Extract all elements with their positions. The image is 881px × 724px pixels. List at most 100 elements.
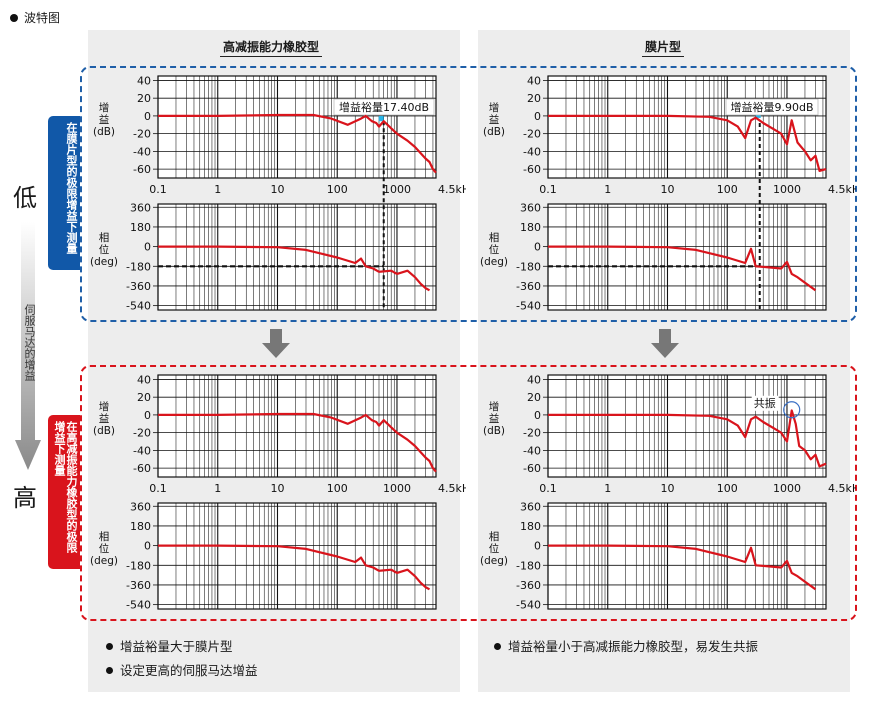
column-title-diaphragm: 膜片型 [642,38,685,57]
x-axis-label: 4.5kHz [438,482,466,495]
x-axis-label: 4.5kHz [828,183,856,196]
phase-tick-label: -180 [126,260,151,273]
phase-tick-label: -540 [126,300,151,313]
phase-tick-label: 0 [144,241,151,254]
phase-tick-label: -360 [516,280,541,293]
bullet-rubber-1: 增益裕量大于膜片型 [106,636,233,655]
gain-axis-label: 增益(dB) [93,400,115,437]
phase-tick-label: 180 [130,520,151,533]
phase-axis-label: 相位(deg) [90,231,118,268]
x-tick-label: 0.1 [149,482,167,495]
gain-tick-label: -60 [523,462,541,475]
phase-plot-frame [547,203,827,311]
gain-tick-label: 40 [137,373,151,386]
down-arrow-diaphragm [651,329,679,358]
gain-tick-label: 0 [144,110,151,123]
phase-tick-label: -360 [126,280,151,293]
bode-chart-rubber-low: 40 20 0 -20 -40 -60 360 180 0 -180 -360 -540 0.1 1 10 1… [90,74,466,313]
resonance-label-bg [751,395,779,411]
gain-margin-callout-box [333,98,435,116]
gain-tick-label: -60 [133,462,151,475]
bode-chart-diaphragm-high: 40 20 0 -20 -40 -60 360 180 0 -180 -360 -540 0.1 1 10 1… [480,373,856,612]
row-frame-low [80,66,857,322]
x-tick-label: 100 [717,482,738,495]
x-tick-label: 1 [214,482,221,495]
down-arrow-rubber [262,329,290,358]
gain-curve [548,114,827,172]
gain-axis-label: 增益(dB) [483,400,505,437]
phase-axis-label: 相位(deg) [90,530,118,567]
gain-tick-label: -40 [523,145,541,158]
phase-tick-label: 360 [520,500,541,513]
x-tick-label: 1 [604,183,611,196]
phase-plot-frame [157,502,437,610]
phase-curve [158,544,431,591]
x-tick-label: 0.1 [539,183,557,196]
gain-tick-label: 20 [137,391,151,404]
gain-tick-label: 20 [137,92,151,105]
x-axis-label: 4.5kHz [828,482,856,495]
gain-tick-label: 0 [144,409,151,422]
x-tick-label: 100 [327,183,348,196]
x-tick-label: 1000 [773,482,801,495]
bode-chart-rubber-high: 40 20 0 -20 -40 -60 360 180 0 -180 -360 -540 0.1 1 10 1… [90,373,466,611]
phase-tick-label: -180 [516,260,541,273]
header: 波特图 [10,9,60,26]
phase-tick-label: 0 [534,540,541,553]
phase-tick-label: -540 [516,599,541,612]
low-label: 低 [13,184,37,212]
gain-tick-label: 40 [527,74,541,87]
x-axis-label: 4.5kHz [438,183,466,196]
gain-tick-label: -60 [133,163,151,176]
x-tick-label: 100 [717,183,738,196]
x-tick-label: 10 [270,482,284,495]
gain-curve [158,113,437,174]
row-label-high: 在高减振能力橡胶型的极限增益下测量 [48,415,80,569]
x-tick-label: 10 [660,183,674,196]
x-tick-label: 10 [270,183,284,196]
phase-axis-label: 相位(deg) [480,530,508,567]
phase-tick-label: -360 [516,579,541,592]
phase-tick-label: 360 [130,201,151,214]
gain-plot-frame [157,75,437,179]
page-title: 波特图 [24,11,61,25]
gain-tick-label: 0 [534,409,541,422]
phase-tick-label: 0 [534,241,541,254]
resonance-label: 共振 [754,396,776,410]
resonance-circle [783,401,801,419]
x-tick-label: 0.1 [539,482,557,495]
gain-tick-label: 0 [534,110,541,123]
row-frame-high [80,365,857,621]
x-tick-label: 1000 [383,183,411,196]
x-tick-label: 100 [327,482,348,495]
phase-plot-frame [157,203,437,311]
gain-plot-frame [157,374,437,478]
x-tick-label: 1 [214,183,221,196]
bullet-rubber-2: 设定更高的伺服马达增益 [106,660,258,679]
gain-plot-frame [547,374,827,478]
x-tick-label: 10 [660,482,674,495]
gain-tick-label: 20 [527,92,541,105]
bullet-diaphragm-1: 增益裕量小于高减振能力橡胶型，易发生共振 [494,636,758,655]
phase-axis-label: 相位(deg) [480,231,508,268]
gain-plot-frame [547,75,827,179]
row-label-low: 在膜片型的极限增益下测量 [48,116,80,270]
phase-tick-label: 180 [520,221,541,234]
bullet-dot [10,13,18,22]
phase-curve [548,544,817,591]
x-tick-label: 1 [604,482,611,495]
phase-tick-label: -180 [516,559,541,572]
gain-axis-label: 增益(dB) [483,101,505,138]
x-tick-label: 1000 [773,183,801,196]
phase-tick-label: 180 [520,520,541,533]
gain-tick-label: -40 [133,145,151,158]
gain-tick-label: 20 [527,391,541,404]
phase-tick-label: 180 [130,221,151,234]
gain-tick-label: -20 [523,128,541,141]
phase-tick-label: 360 [520,201,541,214]
x-tick-label: 0.1 [149,183,167,196]
gain-margin-bar [378,115,384,122]
phase-curve [158,245,431,292]
bode-chart-diaphragm-low: 40 20 0 -20 -40 -60 360 180 0 -180 -360 -540 0.1 1 10 1… [480,74,856,312]
gain-margin-annotation: 增益裕量9.90dB [730,100,813,114]
